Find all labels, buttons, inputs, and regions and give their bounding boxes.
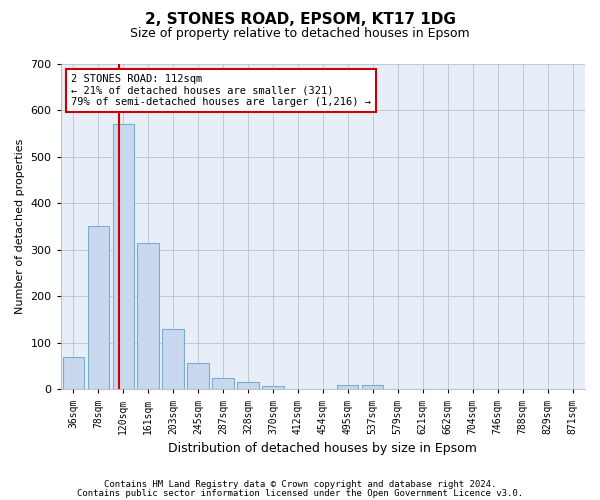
Bar (113, 124, 134, 390)
Text: Contains HM Land Registry data © Crown copyright and database right 2024.: Contains HM Land Registry data © Crown c… (104, 480, 496, 489)
Bar (262, 386, 284, 390)
Bar (238, 382, 259, 390)
Text: 2, STONES ROAD, EPSOM, KT17 1DG: 2, STONES ROAD, EPSOM, KT17 1DG (145, 12, 455, 28)
Text: Contains public sector information licensed under the Open Government Licence v3: Contains public sector information licen… (77, 490, 523, 498)
Bar (187, 363, 209, 390)
Bar (163, 329, 184, 390)
Bar (88, 226, 109, 390)
Bar (337, 384, 358, 390)
Bar (212, 378, 233, 390)
Bar (62, 357, 84, 390)
Text: Size of property relative to detached houses in Epsom: Size of property relative to detached ho… (130, 28, 470, 40)
Bar (137, 243, 159, 390)
X-axis label: Distribution of detached houses by size in Epsom: Distribution of detached houses by size … (169, 442, 477, 455)
Text: 2 STONES ROAD: 112sqm
← 21% of detached houses are smaller (321)
79% of semi-det: 2 STONES ROAD: 112sqm ← 21% of detached … (71, 74, 371, 107)
Bar (362, 384, 383, 390)
Y-axis label: Number of detached properties: Number of detached properties (15, 139, 25, 314)
